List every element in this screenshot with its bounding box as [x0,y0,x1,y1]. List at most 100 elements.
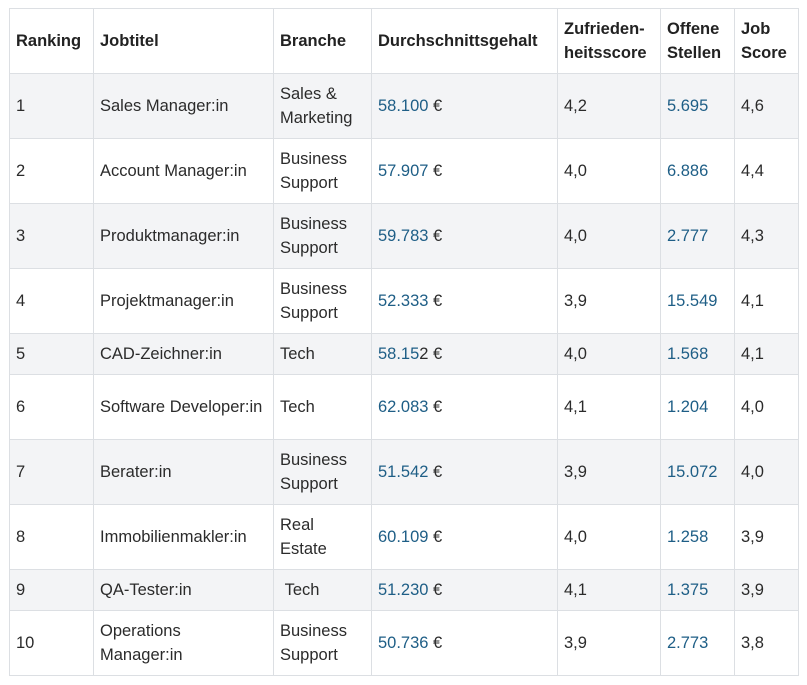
header-openings: Offene Stellen [660,8,735,74]
header-row: Ranking Jobtitel Branche Durchschnittsge… [9,8,799,74]
cell-salary: 58.152 € [371,333,558,375]
salary-suffix: € [428,227,443,245]
cell-job-score: 4,0 [734,374,799,440]
table-row: 4 Projektmanager:in Business Support 52.333… [9,268,799,334]
cell-satisfaction: 4,0 [557,504,661,570]
openings-link[interactable]: 2.777 [667,227,709,245]
cell-openings: 1.568 [660,333,735,375]
table-row: 9 QA-Tester:in Tech 51.230 €4,1 1.375 3,9 [9,569,799,611]
cell-job-score: 3,9 [734,569,799,611]
header-job-score: Job Score [734,8,799,74]
openings-link[interactable]: 1.375 [667,581,709,599]
cell-salary: 58.100 € [371,73,558,139]
cell-rank: 1 [9,73,94,139]
salary-link[interactable]: 58.100 [378,97,429,115]
cell-satisfaction: 4,2 [557,73,661,139]
cell-rank: 6 [9,374,94,440]
cell-openings: 2.773 [660,610,735,676]
job-ranking-table: Ranking Jobtitel Branche Durchschnittsge… [9,8,799,676]
table-row: 2 Account Manager:in Business Support 57.90… [9,138,799,204]
salary-suffix: € [428,634,443,652]
salary-suffix: € [428,463,443,481]
cell-job-title: Software Developer:in [93,374,274,440]
openings-link[interactable]: 1.568 [667,345,709,363]
cell-satisfaction: 3,9 [557,610,661,676]
salary-suffix: € [428,292,443,310]
salary-suffix: € [428,581,443,599]
cell-openings: 5.695 [660,73,735,139]
cell-salary: 51.542 € [371,439,558,505]
openings-link[interactable]: 1.258 [667,528,709,546]
cell-branch: Business Support [273,203,372,269]
salary-link[interactable]: 51.542 [378,463,429,481]
cell-job-title: Operations Manager:in [93,610,274,676]
salary-link[interactable]: 62.083 [378,398,429,416]
header-branche: Branche [273,8,372,74]
cell-rank: 5 [9,333,94,375]
cell-openings: 2.777 [660,203,735,269]
openings-link[interactable]: 6.886 [667,162,709,180]
cell-openings: 1.204 [660,374,735,440]
salary-link[interactable]: 58.15 [378,345,420,363]
cell-rank: 7 [9,439,94,505]
cell-job-score: 4,4 [734,138,799,204]
cell-salary: 59.783 € [371,203,558,269]
cell-branch: Business Support [273,439,372,505]
cell-job-title: Produktmanager:in [93,203,274,269]
openings-link[interactable]: 15.072 [667,463,718,481]
cell-openings: 15.072 [660,439,735,505]
cell-job-title: Immobilienmakler:in [93,504,274,570]
cell-job-score: 4,3 [734,203,799,269]
cell-rank: 9 [9,569,94,611]
salary-link[interactable]: 51.230 [378,581,429,599]
header-jobtitel: Jobtitel [93,8,274,74]
cell-salary: 57.907 € [371,138,558,204]
salary-suffix: 2 € [419,345,443,363]
table-row: 8 Immobilienmakler:in Real Estate 60.109 €4… [9,504,799,570]
cell-openings: 1.258 [660,504,735,570]
cell-branch: Business Support [273,138,372,204]
cell-rank: 2 [9,138,94,204]
cell-satisfaction: 4,0 [557,138,661,204]
cell-openings: 15.549 [660,268,735,334]
salary-link[interactable]: 57.907 [378,162,429,180]
openings-link[interactable]: 2.773 [667,634,709,652]
cell-salary: 52.333 € [371,268,558,334]
cell-salary: 60.109 € [371,504,558,570]
cell-satisfaction: 4,1 [557,569,661,611]
openings-link[interactable]: 1.204 [667,398,709,416]
cell-rank: 10 [9,610,94,676]
table-row: 7 Berater:in Business Support 51.542 €3,9 15… [9,439,799,505]
salary-link[interactable]: 50.736 [378,634,429,652]
cell-job-score: 4,1 [734,268,799,334]
salary-suffix: € [428,398,443,416]
cell-job-score: 4,1 [734,333,799,375]
table-row: 6 Software Developer:in Tech 62.083 €4,1 1.2… [9,374,799,440]
openings-link[interactable]: 15.549 [667,292,718,310]
salary-link[interactable]: 59.783 [378,227,429,245]
cell-branch: Real Estate [273,504,372,570]
cell-job-score: 4,0 [734,439,799,505]
salary-link[interactable]: 52.333 [378,292,429,310]
header-salary: Durchschnittsgehalt [371,8,558,74]
cell-job-title: CAD-Zeichner:in [93,333,274,375]
cell-satisfaction: 4,1 [557,374,661,440]
table-row: 1 Sales Manager:in Sales & Marketing 58.100… [9,73,799,139]
cell-job-title: Sales Manager:in [93,73,274,139]
table-row: 3 Produktmanager:in Business Support 59.783… [9,203,799,269]
table-row: 10 Operations Manager:in Business Support 5… [9,610,799,676]
cell-rank: 4 [9,268,94,334]
cell-satisfaction: 3,9 [557,439,661,505]
cell-satisfaction: 4,0 [557,203,661,269]
salary-link[interactable]: 60.109 [378,528,429,546]
cell-job-title: Account Manager:in [93,138,274,204]
cell-salary: 62.083 € [371,374,558,440]
cell-salary: 51.230 € [371,569,558,611]
salary-suffix: € [428,97,443,115]
openings-link[interactable]: 5.695 [667,97,709,115]
cell-job-score: 3,8 [734,610,799,676]
cell-job-title: Berater:in [93,439,274,505]
header-ranking: Ranking [9,8,94,74]
salary-suffix: € [428,162,443,180]
cell-branch: Tech [273,569,372,611]
